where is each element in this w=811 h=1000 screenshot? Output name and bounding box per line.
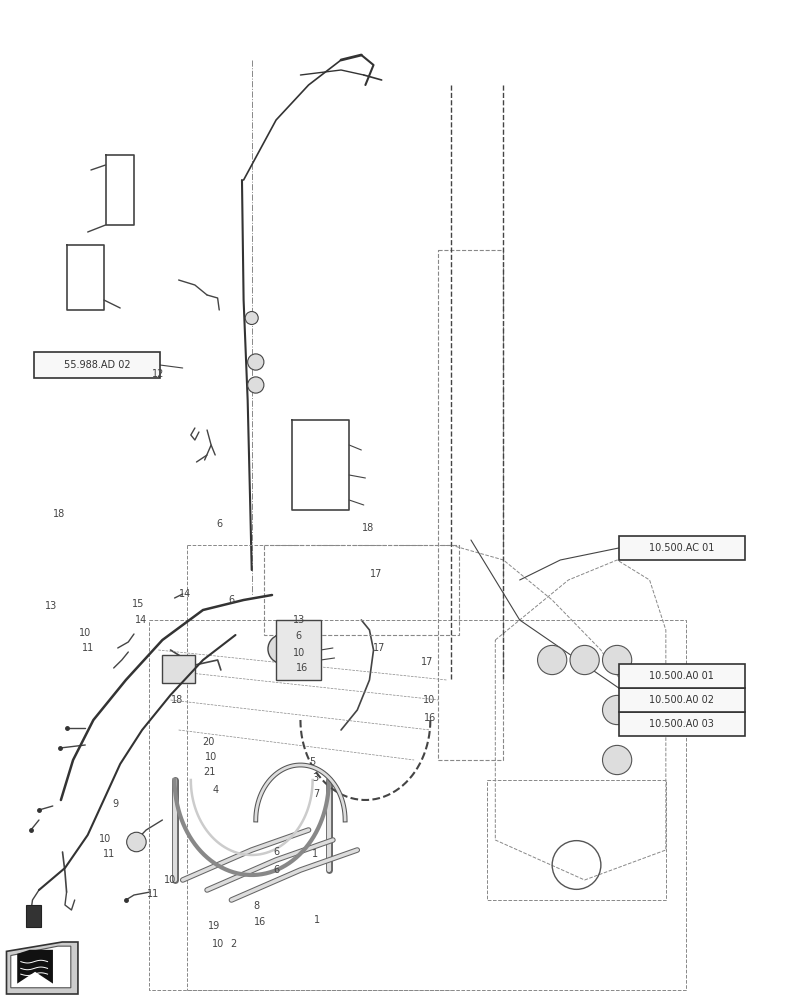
Bar — [276, 620, 320, 680]
Text: 17: 17 — [372, 643, 385, 653]
Circle shape — [569, 645, 599, 675]
Text: 18: 18 — [170, 695, 183, 705]
Text: 14: 14 — [178, 589, 191, 599]
Bar — [26, 905, 41, 927]
Text: 1: 1 — [313, 915, 320, 925]
Text: 10: 10 — [422, 695, 435, 705]
Text: 10.500.AC 01: 10.500.AC 01 — [648, 543, 714, 553]
Text: 19: 19 — [208, 921, 221, 931]
Text: 16: 16 — [295, 663, 308, 673]
Text: 9: 9 — [112, 799, 118, 809]
Bar — [618, 712, 744, 736]
Text: 2: 2 — [230, 939, 236, 949]
Text: 16: 16 — [423, 713, 436, 723]
Text: 6: 6 — [228, 595, 234, 605]
Circle shape — [127, 832, 146, 852]
Circle shape — [537, 645, 566, 675]
Text: 10.500.A0 02: 10.500.A0 02 — [648, 695, 714, 705]
Text: 8: 8 — [253, 901, 260, 911]
Text: 6: 6 — [272, 865, 279, 875]
Polygon shape — [6, 942, 78, 994]
Bar — [618, 688, 744, 712]
Text: 11: 11 — [102, 849, 115, 859]
Text: 12: 12 — [152, 369, 165, 379]
Text: 14: 14 — [135, 615, 148, 625]
Circle shape — [268, 634, 297, 664]
Bar — [34, 352, 160, 378]
Polygon shape — [17, 950, 53, 984]
Text: 10: 10 — [164, 875, 177, 885]
Circle shape — [602, 745, 631, 775]
Text: 11: 11 — [81, 643, 94, 653]
Text: 21: 21 — [203, 767, 216, 777]
Text: 7: 7 — [313, 789, 320, 799]
Bar — [487, 780, 665, 900]
Bar — [264, 545, 458, 635]
Text: 13: 13 — [45, 601, 58, 611]
Text: 1: 1 — [311, 849, 318, 859]
Text: 3: 3 — [311, 773, 318, 783]
Circle shape — [602, 645, 631, 675]
Text: 16: 16 — [253, 917, 266, 927]
Text: 18: 18 — [361, 523, 374, 533]
Bar — [162, 655, 195, 683]
Polygon shape — [11, 946, 71, 988]
Text: 10: 10 — [211, 939, 224, 949]
Text: 10: 10 — [204, 752, 217, 762]
Text: 15: 15 — [131, 599, 144, 609]
Text: 17: 17 — [369, 569, 382, 579]
Text: 10.500.A0 03: 10.500.A0 03 — [649, 719, 713, 729]
Text: 20: 20 — [202, 737, 215, 747]
Circle shape — [602, 695, 631, 725]
Text: 55.988.AD 02: 55.988.AD 02 — [63, 360, 131, 370]
Circle shape — [247, 377, 264, 393]
Text: 10: 10 — [292, 648, 305, 658]
Circle shape — [245, 312, 258, 324]
Text: 18: 18 — [53, 509, 66, 519]
Bar — [618, 536, 744, 560]
Text: 17: 17 — [420, 657, 433, 667]
Text: 6: 6 — [272, 847, 279, 857]
Bar — [618, 664, 744, 688]
Text: 6: 6 — [295, 631, 302, 641]
Text: 4: 4 — [212, 785, 218, 795]
Text: 10.500.A0 01: 10.500.A0 01 — [649, 671, 713, 681]
Circle shape — [247, 354, 264, 370]
Text: 6: 6 — [216, 519, 222, 529]
Text: 13: 13 — [292, 615, 305, 625]
Text: 11: 11 — [146, 889, 159, 899]
Text: 10: 10 — [79, 628, 92, 638]
Text: 5: 5 — [309, 757, 315, 767]
Text: 10: 10 — [99, 834, 112, 844]
